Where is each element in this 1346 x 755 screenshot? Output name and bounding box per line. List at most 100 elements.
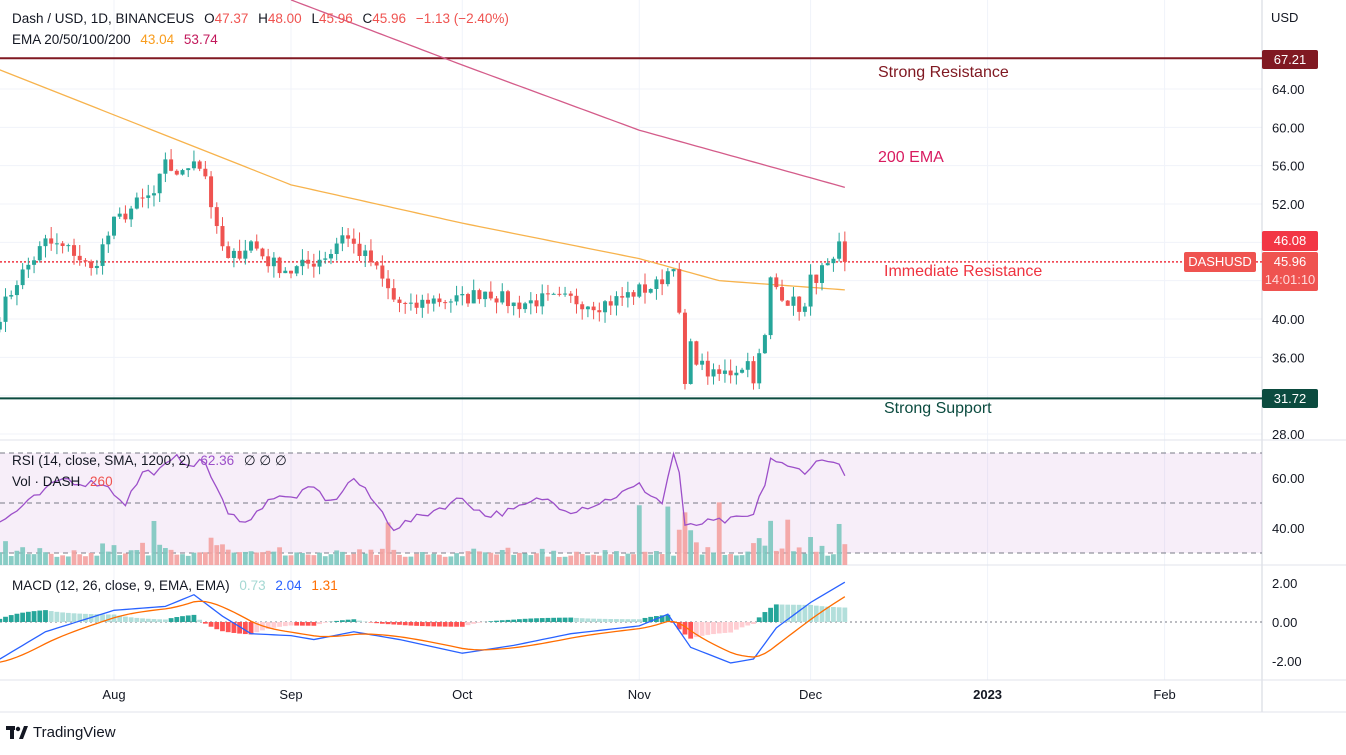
- macd-histogram-bar: [31, 611, 37, 622]
- macd-histogram-bar: [545, 617, 551, 622]
- candle-body: [637, 284, 642, 297]
- macd-histogram-bar: [185, 615, 191, 622]
- candle-body: [780, 287, 785, 301]
- volume-bar: [37, 548, 43, 565]
- macd-histogram-bar: [762, 612, 768, 622]
- macd-histogram-bar: [619, 619, 625, 622]
- volume-bar: [716, 502, 722, 565]
- candle-body: [77, 255, 82, 261]
- strong-support-annotation: Strong Support: [884, 400, 992, 417]
- candle-body: [397, 299, 402, 303]
- symbol-title[interactable]: Dash / USD, 1D, BINANCEUS: [12, 11, 195, 26]
- volume-bar: [602, 550, 608, 565]
- candle-body: [820, 265, 824, 283]
- macd-histogram-bar: [471, 622, 477, 624]
- macd-histogram-bar: [448, 622, 454, 627]
- macd-histogram-bar: [248, 622, 254, 635]
- volume-bar: [248, 551, 254, 565]
- candle-body: [151, 193, 156, 196]
- support-price-label: 31.72: [1262, 389, 1318, 408]
- candle-body: [26, 264, 31, 270]
- macd-histogram-bar: [534, 618, 539, 622]
- volume-bar: [631, 554, 636, 565]
- candle-body: [671, 269, 676, 272]
- price-tick-label: 64.00: [1272, 82, 1305, 97]
- volume-bar: [94, 555, 100, 565]
- volume-bar: [214, 545, 220, 565]
- volume-bar: [813, 551, 819, 565]
- macd-histogram-bar: [174, 617, 180, 622]
- candle-body: [831, 258, 836, 264]
- ema-legend[interactable]: EMA 20/50/100/200 43.04 53.74: [12, 32, 218, 47]
- volume-legend[interactable]: Vol · DASH 260: [12, 474, 113, 489]
- candle-body: [243, 250, 248, 259]
- candle-body: [694, 341, 699, 365]
- volume-bar: [728, 554, 734, 565]
- time-tick-label: Aug: [102, 687, 125, 702]
- volume-bar: [225, 549, 231, 565]
- macd-histogram-bar: [237, 622, 243, 634]
- time-tick-label: 2023: [973, 687, 1002, 702]
- macd-histogram-bar: [779, 604, 785, 622]
- macd-histogram-bar: [277, 622, 282, 627]
- volume-bar: [471, 548, 477, 565]
- candle-body: [163, 159, 168, 174]
- macd-histogram-bar: [648, 616, 654, 622]
- macd-histogram-bar: [591, 618, 597, 622]
- candle-body: [814, 274, 819, 283]
- macd-histogram-bar: [128, 617, 134, 622]
- volume-bar: [699, 554, 705, 565]
- macd-histogram-bar: [180, 616, 185, 622]
- volume-bar: [551, 550, 557, 565]
- macd-histogram-bar: [831, 607, 836, 622]
- volume-bar: [391, 549, 397, 565]
- macd-histogram-bar: [117, 615, 123, 622]
- candle-body: [505, 291, 510, 307]
- volume-bar: [208, 537, 214, 565]
- candle-body: [271, 257, 276, 267]
- candle-body: [494, 298, 499, 303]
- volume-bar: [385, 522, 391, 565]
- candle-body: [774, 277, 779, 288]
- macd-histogram-bar: [631, 619, 636, 622]
- volume-bar: [231, 552, 237, 565]
- tradingview-logo[interactable]: TradingView: [6, 724, 116, 741]
- macd-histogram-bar: [636, 619, 642, 622]
- macd-histogram-bar: [100, 614, 105, 622]
- candle-body: [328, 253, 333, 259]
- time-tick-label: Sep: [279, 687, 302, 702]
- rsi-legend[interactable]: RSI (14, close, SMA, 1200, 2) 62.36 ∅ ∅ …: [12, 453, 287, 468]
- candle-body: [785, 300, 790, 306]
- volume-bar: [174, 554, 180, 565]
- macd-histogram-bar: [825, 606, 831, 622]
- macd-histogram-bar: [773, 604, 779, 622]
- candle-body: [60, 243, 65, 246]
- macd-histogram-bar: [711, 622, 716, 635]
- candle-body: [528, 300, 533, 304]
- macd-histogram-bar: [459, 622, 465, 627]
- candle-body: [540, 293, 545, 307]
- macd-legend[interactable]: MACD (12, 26, close, 9, EMA, EMA) 0.73 2…: [12, 578, 338, 593]
- volume-bar: [705, 547, 711, 565]
- volume-bar: [591, 554, 597, 565]
- volume-bar: [185, 555, 191, 565]
- candle-body: [620, 296, 625, 298]
- candle-body: [488, 291, 493, 299]
- macd-histogram-bar: [271, 622, 277, 628]
- volume-bar: [8, 556, 14, 565]
- volume-bar: [642, 551, 648, 565]
- macd-histogram-bar: [751, 622, 756, 625]
- macd-histogram-bar: [511, 619, 517, 622]
- macd-histogram-bar: [699, 622, 705, 636]
- macd-histogram-bar: [796, 604, 802, 622]
- candle-body: [351, 238, 356, 244]
- macd-histogram-bar: [94, 614, 100, 622]
- volume-bar: [733, 555, 739, 565]
- candle-body: [226, 246, 231, 258]
- candle-body: [711, 369, 716, 377]
- candle-body: [448, 301, 453, 303]
- volume-bar: [300, 553, 305, 565]
- volume-bar: [282, 555, 288, 565]
- macd-histogram-bar: [454, 622, 459, 627]
